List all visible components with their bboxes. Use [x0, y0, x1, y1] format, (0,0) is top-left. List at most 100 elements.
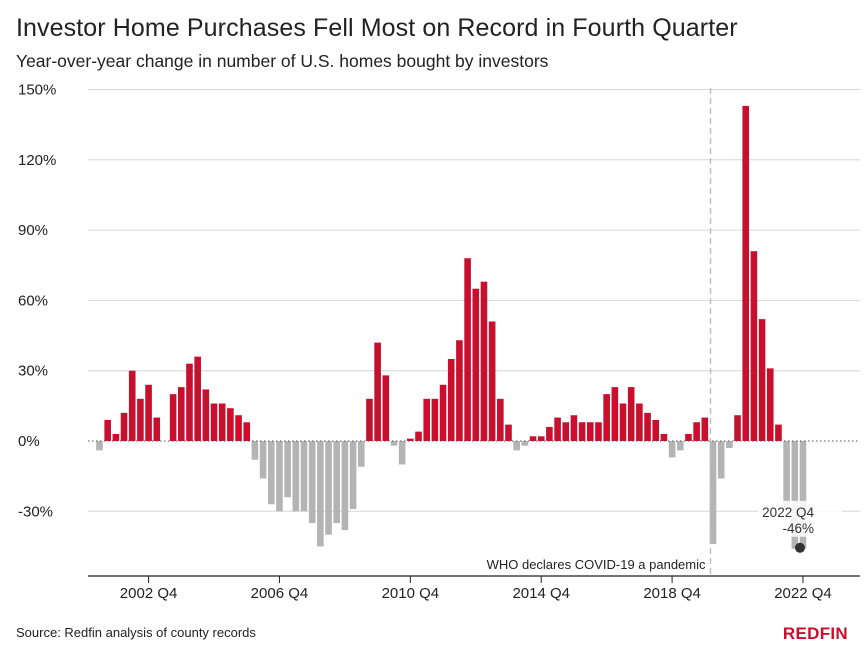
bar [153, 417, 161, 441]
bar [357, 441, 365, 467]
bar [775, 424, 782, 441]
bar [546, 426, 553, 441]
bar [96, 441, 103, 451]
bar [104, 419, 111, 441]
y-tick-label: 0% [18, 433, 40, 450]
x-tick-label: 2006 Q4 [251, 585, 309, 602]
x-tick-label: 2022 Q4 [774, 585, 832, 602]
bar [112, 433, 120, 441]
bar [562, 422, 570, 441]
point-label-bg [757, 500, 842, 537]
bar [431, 398, 439, 441]
bar [186, 363, 193, 441]
bar [390, 441, 398, 446]
bar [578, 422, 586, 441]
bar [145, 384, 152, 441]
bar [137, 398, 144, 441]
bar [693, 422, 700, 441]
bar [407, 438, 414, 441]
bar [341, 441, 349, 531]
bar [742, 105, 750, 442]
bar [505, 424, 512, 441]
bar [488, 321, 496, 441]
y-tick-label: 30% [18, 363, 48, 380]
bar [227, 408, 234, 441]
bar [750, 251, 758, 441]
x-tick-label: 2010 Q4 [382, 585, 440, 602]
bar [472, 288, 480, 441]
bar [194, 356, 201, 441]
bar [529, 436, 537, 441]
point-label-value: -46% [782, 521, 814, 536]
bar [243, 422, 251, 441]
x-tick-label: 2018 Q4 [643, 585, 701, 602]
bar [178, 387, 185, 441]
point-label-date: 2022 Q4 [762, 505, 814, 520]
bar [619, 403, 627, 441]
y-tick-label: 120% [18, 152, 56, 169]
bar [644, 412, 651, 441]
bar [456, 340, 463, 441]
bar [685, 433, 692, 441]
bar [398, 441, 406, 465]
chart-title: Investor Home Purchases Fell Most on Rec… [16, 14, 738, 42]
bar [317, 441, 324, 547]
latest-point-marker [794, 542, 805, 553]
chart-subtitle: Year-over-year change in number of U.S. … [16, 51, 549, 71]
bar [308, 441, 316, 524]
bar [292, 441, 300, 512]
bar [120, 412, 128, 441]
bar [382, 375, 390, 441]
bar [439, 384, 447, 441]
bar [235, 415, 242, 441]
bar [734, 415, 741, 441]
bar [627, 387, 635, 441]
bar [169, 394, 177, 441]
bar [497, 398, 504, 441]
bar [349, 441, 357, 509]
bar [251, 441, 259, 460]
bar [783, 441, 790, 509]
bar [210, 403, 218, 441]
bar [276, 441, 283, 512]
bar [709, 441, 717, 545]
bar [218, 403, 226, 441]
bar [128, 370, 136, 441]
bar [374, 342, 381, 441]
bar [603, 394, 610, 441]
bar [660, 433, 668, 441]
y-tick-label: 60% [18, 292, 48, 309]
bar [366, 398, 373, 441]
bar [464, 258, 471, 441]
bar [423, 398, 430, 441]
bar [554, 417, 561, 441]
bar [766, 368, 774, 441]
y-tick-label: 150% [18, 82, 56, 99]
bar [587, 422, 594, 441]
bar [513, 441, 520, 451]
bar [701, 417, 709, 441]
bar [676, 441, 684, 451]
bar [415, 431, 422, 441]
bar [636, 403, 643, 441]
bar [267, 441, 275, 505]
bar [300, 441, 308, 512]
bar [652, 419, 660, 441]
bar [202, 389, 210, 441]
bar [521, 441, 529, 446]
bar [799, 441, 807, 549]
x-tick-label: 2014 Q4 [512, 585, 570, 602]
y-tick-label: -30% [18, 503, 53, 520]
bar [611, 387, 619, 441]
covid-label: WHO declares COVID-19 a pandemic [487, 557, 706, 572]
bar [595, 422, 602, 441]
bar [791, 441, 799, 549]
y-tick-label: 90% [18, 222, 48, 239]
source-note: Source: Redfin analysis of county record… [16, 625, 256, 640]
bar [717, 441, 725, 479]
bar [333, 441, 341, 524]
bar [325, 441, 332, 535]
bar [259, 441, 267, 479]
covid-label-bg [463, 555, 710, 573]
redfin-logo: REDFIN [782, 624, 848, 643]
